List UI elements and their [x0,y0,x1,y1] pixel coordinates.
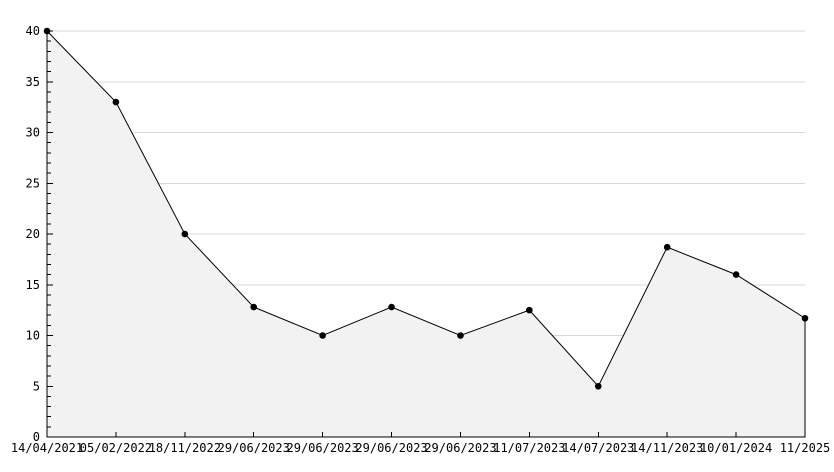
x-axis-tick-label: 05/02/2022 [80,441,152,455]
y-axis-tick-label: 15 [26,278,40,292]
y-axis-tick-label: 10 [26,329,40,343]
x-axis-tick-label: 18/11/2022 [149,441,221,455]
y-axis-tick-label: 25 [26,176,40,190]
x-axis-tick-label: 14/11/2023 [631,441,703,455]
y-axis-tick-label: 40 [26,24,40,38]
x-axis-tick-label: 29/06/2023 [355,441,427,455]
x-axis-tick-label: 29/06/2023 [218,441,290,455]
y-axis-tick-label: 0 [33,430,40,444]
data-point-marker [663,243,671,251]
data-point-marker [250,303,258,311]
y-axis-tick-label: 35 [26,75,40,89]
x-axis-tick-label: 11/07/2023 [493,441,565,455]
x-axis-tick-label: 29/06/2023 [287,441,359,455]
data-point-marker [319,332,326,339]
data-point-marker [594,382,602,390]
x-axis-tick-label: 10/01/2024 [700,441,772,455]
x-axis-tick-label: 11/2025 [780,441,831,455]
y-axis-tick-label: 5 [33,379,40,393]
x-axis-tick-label: 14/04/2021 [11,441,83,455]
data-point-marker [112,98,120,106]
data-point-marker [801,314,809,322]
data-point-marker [526,306,533,314]
x-axis-tick-label: 14/07/2023 [562,441,634,455]
data-point-marker [457,332,464,339]
data-point-marker [43,27,51,35]
x-axis-tick-label: 29/06/2023 [424,441,496,455]
y-axis-tick-label: 20 [26,227,40,241]
data-point-marker [181,230,189,238]
data-point-marker [388,303,395,311]
data-point-marker [732,271,740,278]
y-axis-tick-label: 30 [26,126,40,140]
